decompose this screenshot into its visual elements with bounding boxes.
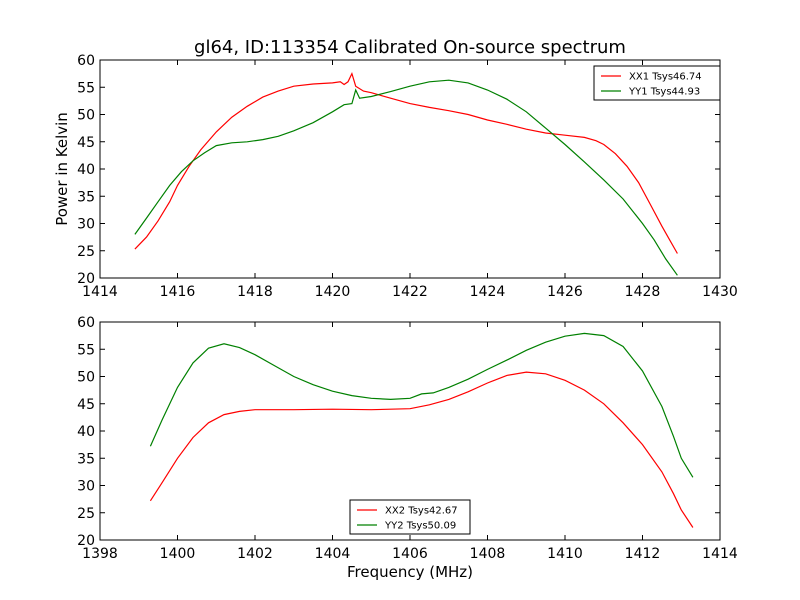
x-tick-label: 1398 bbox=[82, 546, 118, 562]
y-tick-label: 20 bbox=[77, 533, 95, 549]
x-tick-label: 1400 bbox=[160, 546, 196, 562]
y-tick-label: 55 bbox=[77, 342, 95, 358]
y-tick-label: 40 bbox=[77, 162, 95, 178]
series-line-1 bbox=[134, 71, 678, 254]
series-line-2 bbox=[134, 79, 678, 276]
y-tick-label: 25 bbox=[77, 506, 95, 522]
x-tick-label: 1426 bbox=[547, 284, 583, 300]
x-tick-label: 1420 bbox=[315, 284, 351, 300]
x-tick-label: 1428 bbox=[625, 284, 661, 300]
y-tick-label: 50 bbox=[77, 108, 95, 124]
legend-box bbox=[349, 499, 471, 535]
y-tick-label: 35 bbox=[77, 189, 95, 205]
legend: XX2 Tsys42.67 YY2 Tsys50.09 bbox=[349, 499, 471, 535]
legend-label: YY2 Tsys50.09 bbox=[384, 521, 456, 532]
y-tick-label: 30 bbox=[77, 217, 95, 233]
bottom-panel: 1398 1400 1402 1404 1406 1408 1410 1412 1414 20 25… bbox=[77, 315, 738, 562]
legend: XX1 Tsys46.74 YY1 Tsys44.93 bbox=[593, 65, 721, 101]
x-tick-label: 1422 bbox=[392, 284, 428, 300]
y-tick-label: 60 bbox=[77, 53, 95, 69]
legend-label: YY1 Tsys44.93 bbox=[628, 87, 700, 98]
x-tick-label: 1408 bbox=[470, 546, 506, 562]
x-tick-label: 1416 bbox=[160, 284, 196, 300]
x-tick-label: 1430 bbox=[702, 284, 738, 300]
y-tick-label: 45 bbox=[77, 397, 95, 413]
x-tick-label: 1414 bbox=[82, 284, 118, 300]
x-tick-label: 1412 bbox=[625, 546, 661, 562]
y-tick-label: 35 bbox=[77, 451, 95, 467]
y-tick-label: 45 bbox=[77, 135, 95, 151]
legend-box bbox=[593, 65, 721, 101]
y-tick-label: 60 bbox=[77, 315, 95, 331]
x-tick-label: 1414 bbox=[702, 546, 738, 562]
y-tick-label: 40 bbox=[77, 424, 95, 440]
x-tick-label: 1424 bbox=[470, 284, 506, 300]
y-tick-label: 50 bbox=[77, 370, 95, 386]
x-tick-label: 1406 bbox=[392, 546, 428, 562]
chart-title: gl64, ID:113354 Calibrated On-source spe… bbox=[194, 37, 626, 58]
x-tick-label: 1410 bbox=[547, 546, 583, 562]
x-tick-label: 1404 bbox=[315, 546, 351, 562]
x-axis-label: Frequency (MHz) bbox=[347, 563, 473, 581]
x-tick-label: 1402 bbox=[237, 546, 273, 562]
y-tick-label: 30 bbox=[77, 479, 95, 495]
y-tick-label: 20 bbox=[77, 271, 95, 287]
y-tick-label: 25 bbox=[77, 244, 95, 260]
series-line-1 bbox=[149, 371, 694, 528]
y-axis-label: Power in Kelvin bbox=[53, 112, 71, 226]
legend-label: XX1 Tsys46.74 bbox=[629, 72, 702, 83]
y-tick-label: 55 bbox=[77, 80, 95, 96]
series-line-2 bbox=[149, 332, 694, 478]
top-panel: 1414 1416 1418 1420 1422 1424 1426 1428 1430 20 25… bbox=[77, 53, 738, 300]
x-tick-label: 1418 bbox=[237, 284, 273, 300]
legend-label: XX2 Tsys42.67 bbox=[385, 506, 458, 517]
